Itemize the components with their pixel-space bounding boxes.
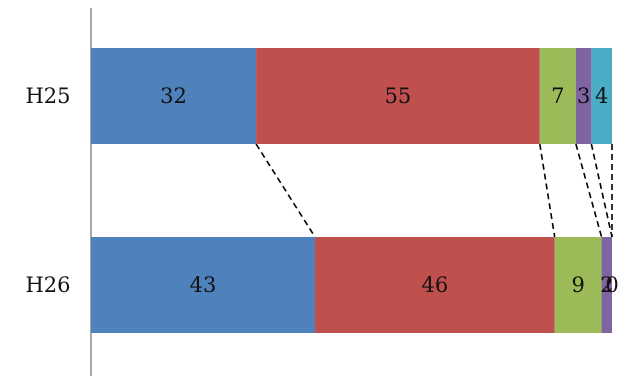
data-label-H26-2: 46 bbox=[421, 273, 448, 297]
bar-segment-H25-3 bbox=[539, 48, 576, 144]
data-label-H26-1: 43 bbox=[190, 273, 217, 297]
data-label-H26-3: 9 bbox=[571, 273, 584, 297]
data-label-H25-5: 4 bbox=[595, 84, 608, 108]
data-label-H25-3: 7 bbox=[551, 84, 564, 108]
bar-segment-H25-5 bbox=[591, 48, 612, 144]
connector-line-2 bbox=[538, 143, 556, 238]
bar-segment-H25-2 bbox=[256, 48, 540, 144]
bar-segment-H26-4 bbox=[601, 237, 612, 333]
bar-segment-H26-3 bbox=[554, 237, 602, 333]
bar-segment-H25-4 bbox=[575, 48, 592, 144]
connector-lines bbox=[255, 143, 613, 238]
bar-segment-H26-2 bbox=[315, 237, 555, 333]
bar-segment-H25-1 bbox=[91, 48, 257, 144]
bar-segments: 32 55 7 3 4 43 46 9 20 bbox=[91, 48, 619, 333]
category-labels: H25 H26 bbox=[25, 84, 70, 297]
category-label-H25: H25 bbox=[25, 84, 70, 108]
data-label-H25-1: 32 bbox=[160, 84, 187, 108]
category-label-H26: H26 bbox=[25, 273, 70, 297]
data-label-H26-5: 0 bbox=[605, 273, 618, 297]
connector-line-3 bbox=[575, 143, 603, 238]
connector-line-1 bbox=[255, 143, 316, 238]
data-label-H26-4: 2 bbox=[600, 273, 613, 297]
bar-segment-H26-1 bbox=[91, 237, 316, 333]
connector-line-4 bbox=[590, 143, 613, 238]
data-label-H25-2: 55 bbox=[385, 84, 412, 108]
data-label-H25-4: 3 bbox=[577, 84, 590, 108]
